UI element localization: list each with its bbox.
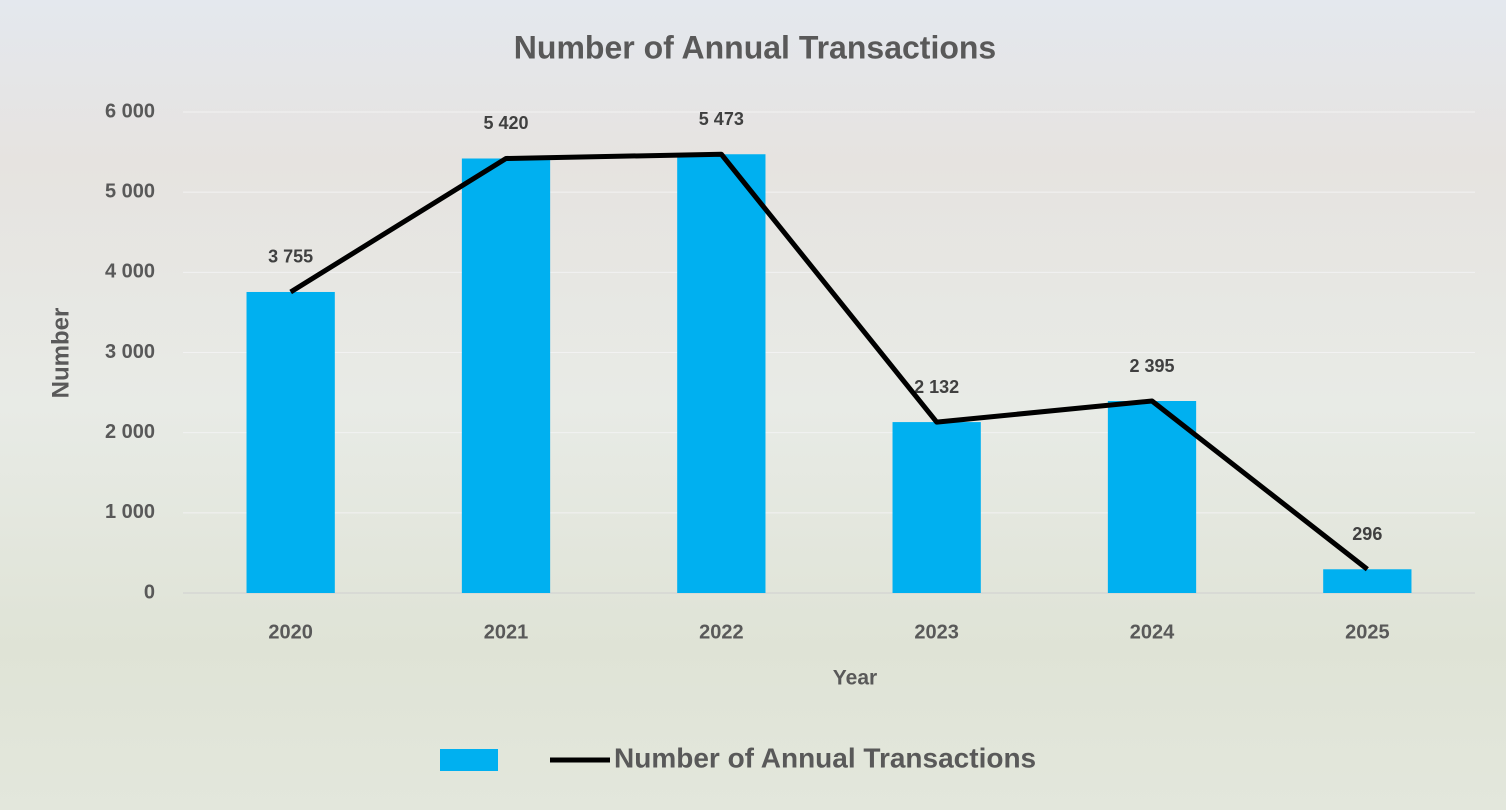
data-label: 5 473 [699, 109, 744, 129]
chart: Number of Annual Transactions Year Numbe… [0, 0, 1506, 810]
data-label: 2 395 [1129, 356, 1174, 376]
x-axis-title: Year [833, 667, 877, 690]
y-tick-label: 0 [144, 581, 155, 603]
x-tick-label: 2022 [699, 621, 744, 643]
y-tick-label: 6 000 [105, 100, 155, 122]
bar [677, 154, 765, 593]
chart-title: Number of Annual Transactions [514, 29, 996, 65]
x-tick-label: 2025 [1345, 621, 1390, 643]
data-label: 3 755 [268, 247, 313, 267]
legend-label: Number of Annual Transactions [614, 742, 1036, 773]
y-tick-label: 2 000 [105, 421, 155, 443]
x-tick-label: 2023 [914, 621, 959, 643]
y-tick-label: 3 000 [105, 341, 155, 363]
data-label: 296 [1352, 524, 1382, 544]
x-tick-label: 2020 [268, 621, 313, 643]
y-tick-label: 4 000 [105, 261, 155, 283]
data-label: 5 420 [483, 113, 528, 133]
bar [247, 292, 335, 593]
data-label: 2 132 [914, 377, 959, 397]
bar [462, 158, 550, 593]
legend-swatch [440, 749, 498, 771]
bar [893, 422, 981, 593]
y-axis-title: Number [47, 308, 74, 399]
y-tick-label: 5 000 [105, 180, 155, 202]
x-tick-label: 2021 [484, 621, 529, 643]
y-tick-label: 1 000 [105, 501, 155, 523]
bar [1323, 569, 1411, 593]
bar [1108, 401, 1196, 593]
x-tick-label: 2024 [1130, 621, 1175, 643]
